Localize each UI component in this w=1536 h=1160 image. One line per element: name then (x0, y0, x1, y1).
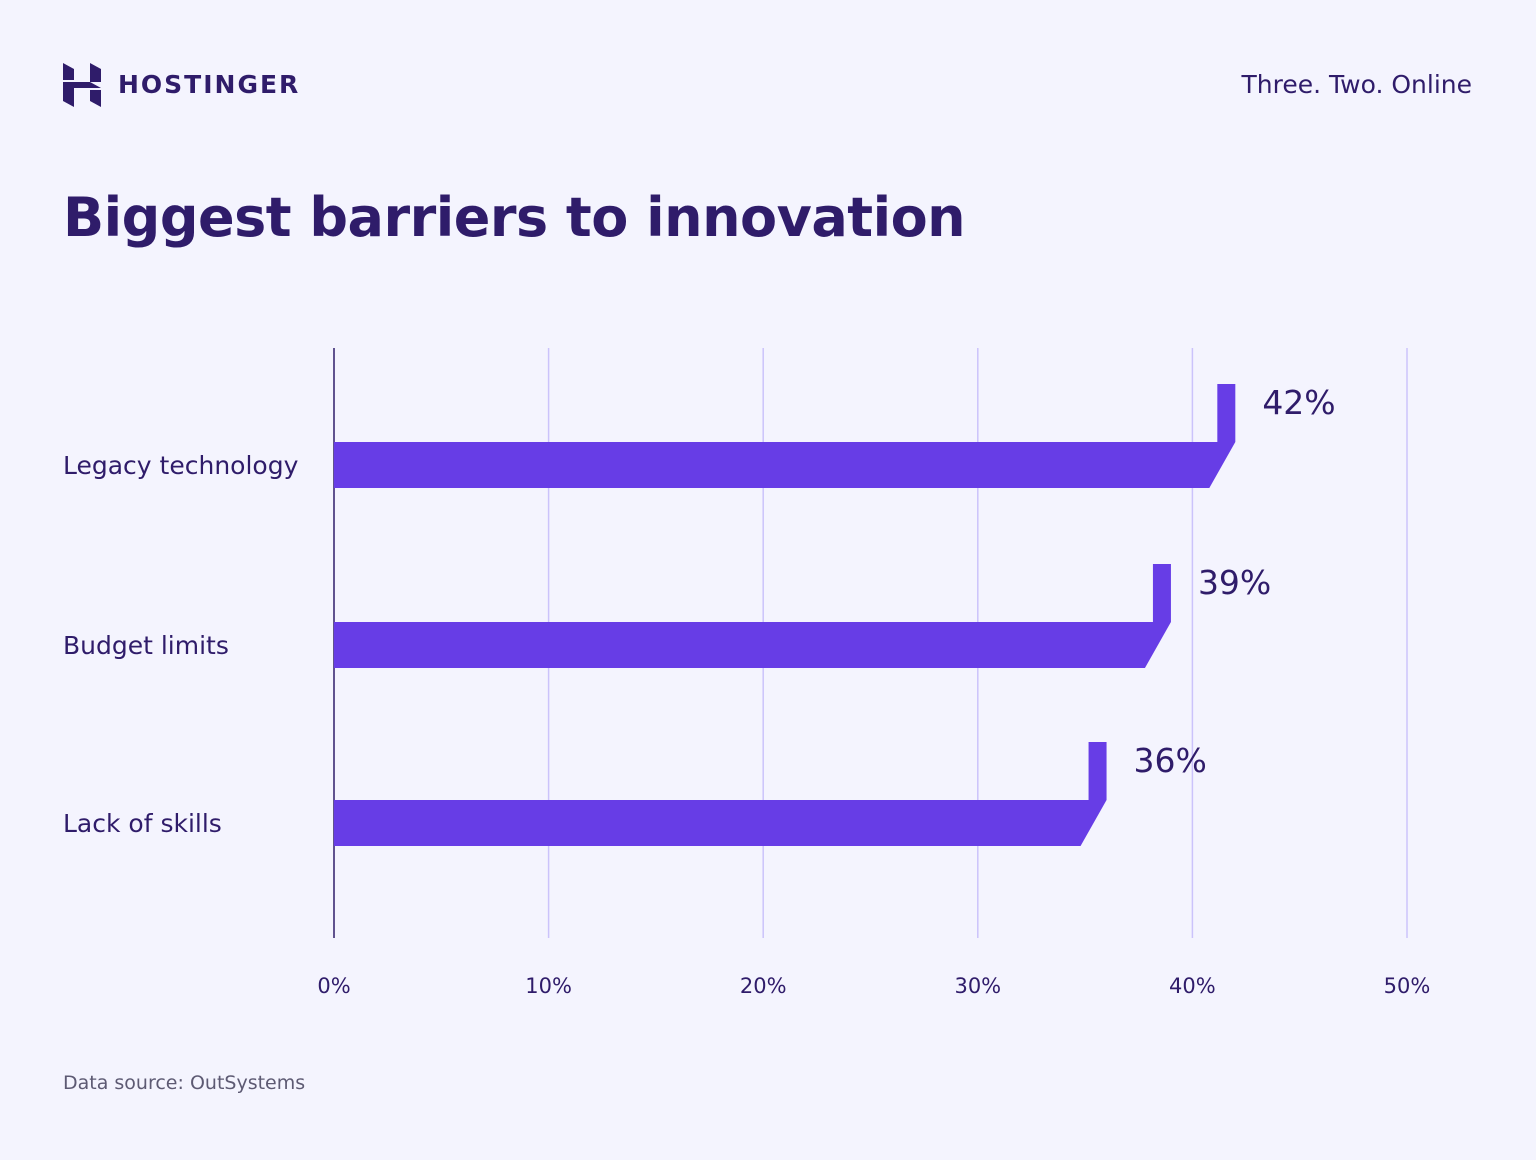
category-label: Lack of skills (63, 809, 222, 838)
data-label: 42% (1262, 383, 1335, 422)
x-tick-label: 20% (740, 974, 787, 998)
category-label: Legacy technology (63, 451, 299, 480)
brand-name: HOSTINGER (118, 70, 301, 99)
x-tick-label: 50% (1384, 974, 1431, 998)
data-label: 36% (1134, 741, 1207, 780)
tagline: Three. Two. Online (1241, 70, 1472, 99)
x-tick-label: 40% (1169, 974, 1216, 998)
bar (334, 564, 1171, 668)
x-tick-label: 30% (954, 974, 1001, 998)
data-label: 39% (1198, 563, 1271, 602)
x-tick-label: 0% (317, 974, 350, 998)
chart-title: Biggest barriers to innovation (63, 186, 966, 249)
category-label: Budget limits (63, 631, 229, 660)
x-tick-label: 10% (525, 974, 572, 998)
bar (334, 742, 1107, 846)
bar (334, 384, 1236, 488)
data-source: Data source: OutSystems (63, 1072, 306, 1094)
